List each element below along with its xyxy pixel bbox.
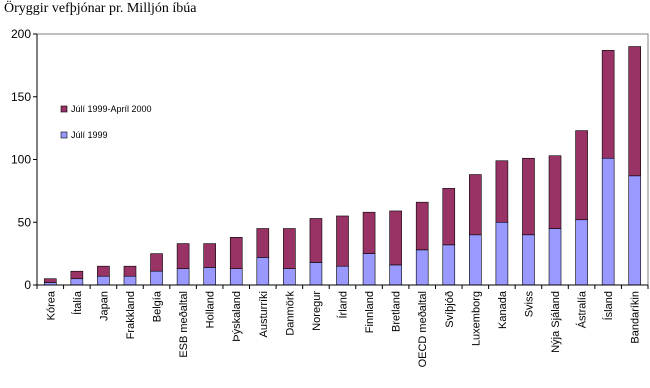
bar-segment-july-1999-april-2000 xyxy=(548,155,562,229)
chart-title: Öryggir vefþjónar pr. Milljón íbúa xyxy=(4,1,197,16)
x-tick-label: Ísland xyxy=(602,291,615,320)
bar-segment-july-1999-april-2000 xyxy=(336,215,349,267)
x-tick-label: Finnland xyxy=(364,291,376,333)
bar-segment-july-1999 xyxy=(469,234,482,286)
x-tick-label: Noregur xyxy=(311,291,323,331)
bar-segment-july-1999 xyxy=(336,265,349,286)
bar-segment-july-1999 xyxy=(601,157,615,286)
bar-segment-july-1999-april-2000 xyxy=(522,157,535,236)
x-tick-label: Nýja Sjáland xyxy=(550,291,562,353)
bar-segment-july-1999-april-2000 xyxy=(628,46,642,177)
x-tick-label: Holland xyxy=(205,291,217,328)
bar-segment-july-1999-april-2000 xyxy=(575,130,588,221)
bar-segment-july-1999-april-2000 xyxy=(362,211,376,254)
bar-segment-july-1999-april-2000 xyxy=(203,243,216,268)
x-tick-label: Bretland xyxy=(391,291,403,332)
legend-label: Júlí 1999 xyxy=(71,130,108,140)
x-tick-label: Bandaríkin xyxy=(630,291,642,344)
bar-segment-july-1999-april-2000 xyxy=(389,210,402,266)
x-tick-label: ESB meðaltal xyxy=(178,291,190,358)
y-tick-label: 200 xyxy=(11,27,31,41)
bar-segment-july-1999-april-2000 xyxy=(123,265,137,277)
bar-segment-july-1999 xyxy=(97,275,110,286)
x-tick-label: Austurríki xyxy=(258,291,270,337)
x-tick-label: Ástralía xyxy=(576,290,589,328)
legend-label: Júlí 1999-Apríl 2000 xyxy=(71,104,152,114)
x-tick-label: Þýskaland xyxy=(231,291,243,342)
legend-swatch xyxy=(60,105,68,113)
bar-segment-july-1999-april-2000 xyxy=(97,265,110,277)
x-tick-label: Írland xyxy=(337,291,350,319)
bar-segment-july-1999 xyxy=(495,221,509,286)
bar-segment-july-1999-april-2000 xyxy=(469,174,482,236)
y-axis: 0 50 100 150 200 xyxy=(11,27,38,292)
x-axis: Kórea Ítalía Japan Frakkland Belgía ESB meðal… xyxy=(36,284,649,367)
bar-segment-july-1999 xyxy=(123,275,137,286)
x-tick-label: Danmörk xyxy=(284,291,296,336)
bar-segment-july-1999-april-2000 xyxy=(309,218,323,263)
y-tick-label: 150 xyxy=(11,90,31,104)
legend: Júlí 1999-Apríl 2000 Júlí 1999 xyxy=(60,104,152,140)
bar-segment-july-1999 xyxy=(389,264,402,286)
bar-segment-july-1999 xyxy=(575,219,588,286)
y-tick-label: 50 xyxy=(18,215,32,229)
bars xyxy=(43,46,642,286)
bar-segment-july-1999 xyxy=(628,175,642,286)
bar-segment-july-1999-april-2000 xyxy=(70,270,84,280)
x-tick-label: Kórea xyxy=(45,290,57,320)
x-tick-label: Luxemborg xyxy=(470,291,482,346)
bar-segment-july-1999-april-2000 xyxy=(176,243,190,269)
bar-segment-july-1999-april-2000 xyxy=(150,253,163,272)
bar-segment-july-1999 xyxy=(442,244,456,286)
x-tick-label: OECD meðaltal xyxy=(417,291,429,367)
bar-segment-july-1999 xyxy=(203,267,216,286)
x-tick-label: Belgía xyxy=(152,290,164,322)
bar-segment-july-1999 xyxy=(70,278,84,286)
bar-segment-july-1999-april-2000 xyxy=(415,201,429,251)
bar-segment-july-1999-april-2000 xyxy=(442,188,456,246)
x-tick-label: Sviss xyxy=(523,291,535,318)
x-tick-label: Frakkland xyxy=(125,291,137,339)
bar-segment-july-1999-april-2000 xyxy=(283,228,296,269)
bar-segment-july-1999 xyxy=(150,270,163,286)
bar-segment-july-1999-april-2000 xyxy=(229,237,243,269)
bar-segment-july-1999 xyxy=(522,234,535,286)
bar-segment-july-1999 xyxy=(229,268,243,286)
bar-segment-july-1999-april-2000 xyxy=(601,50,615,159)
x-tick-label: Kanada xyxy=(497,290,509,329)
y-tick-label: 100 xyxy=(11,153,31,167)
y-tick-label: 0 xyxy=(24,278,31,292)
bar-segment-july-1999 xyxy=(415,249,429,286)
legend-swatch xyxy=(60,131,68,139)
bar-segment-july-1999 xyxy=(283,268,296,286)
x-tick-label: Svíþjóð xyxy=(444,291,456,328)
bar-segment-july-1999 xyxy=(256,257,270,286)
x-tick-label: Ítalía xyxy=(71,290,84,315)
bar-segment-july-1999 xyxy=(362,253,376,286)
bar-segment-july-1999 xyxy=(548,228,562,286)
bar-segment-july-1999 xyxy=(176,268,190,286)
bar-segment-july-1999 xyxy=(309,262,323,286)
bar-segment-july-1999-april-2000 xyxy=(495,160,509,223)
bar-segment-july-1999-april-2000 xyxy=(256,228,270,258)
bar-segment-july-1999-april-2000 xyxy=(43,278,57,283)
x-tick-label: Japan xyxy=(98,291,110,321)
